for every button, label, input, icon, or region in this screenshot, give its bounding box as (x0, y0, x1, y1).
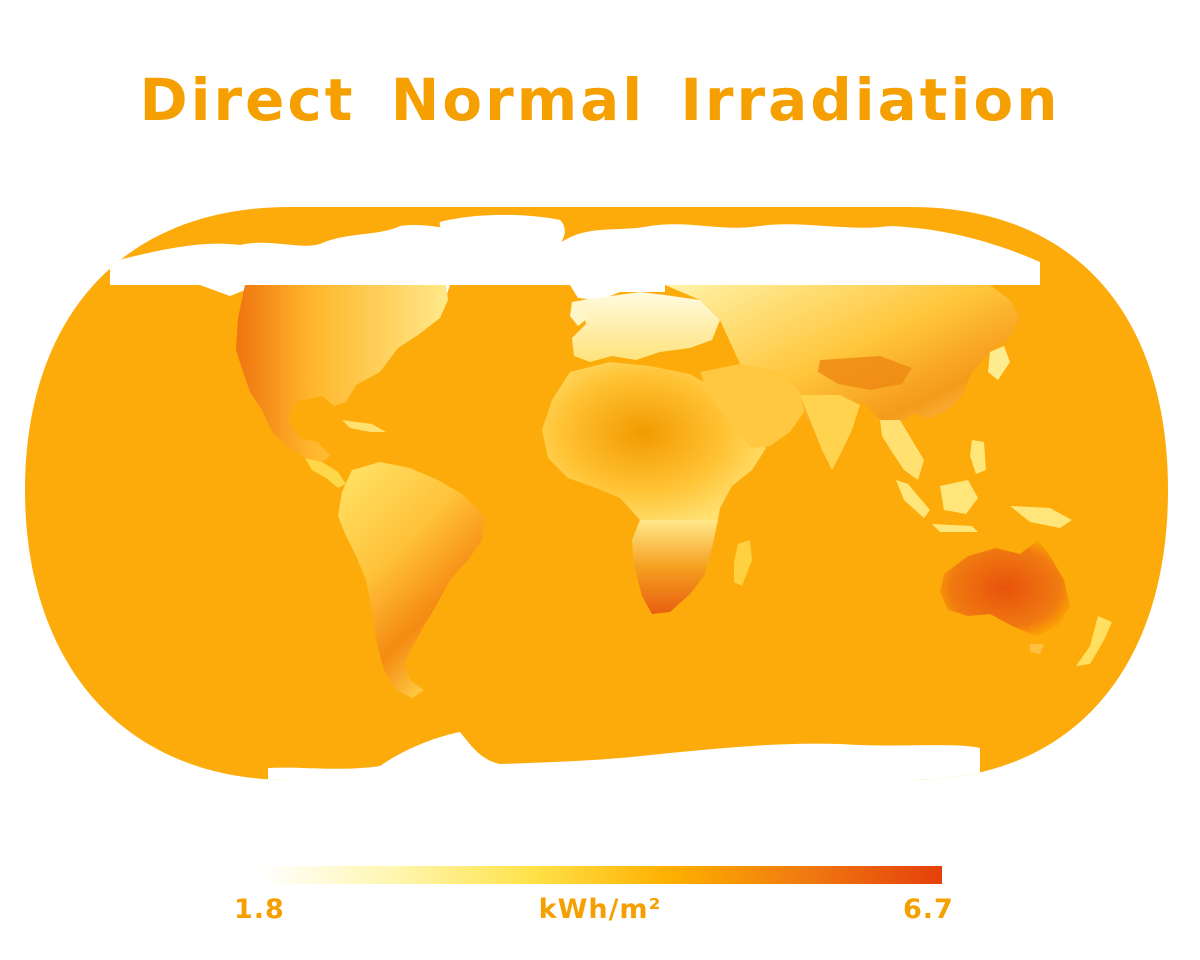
australia (940, 540, 1070, 636)
tibetan-plateau (818, 356, 912, 390)
arabian-peninsula (700, 364, 804, 448)
madagascar (734, 540, 752, 586)
cuba (342, 420, 386, 432)
borneo (940, 480, 978, 514)
philippines (970, 440, 986, 474)
tasmania (1030, 644, 1044, 654)
color-scale-bar (258, 866, 942, 884)
africa (542, 362, 766, 520)
europe (572, 292, 720, 362)
map-title: Direct Normal Irradiation (139, 66, 1061, 134)
legend-max-label: 6.7 (903, 894, 954, 925)
java (932, 524, 978, 532)
central-america (305, 458, 346, 488)
antarctica (268, 732, 980, 780)
land-layer (110, 214, 1112, 780)
british-isles (570, 300, 588, 326)
new-guinea (1010, 506, 1072, 528)
north-america (236, 285, 448, 462)
greenland (439, 214, 565, 284)
legend-min-label: 1.8 (234, 894, 285, 925)
south-america (338, 462, 484, 698)
japan (988, 346, 1010, 380)
southeast-asia (880, 420, 924, 480)
new-zealand (1076, 616, 1112, 666)
arctic-ice (110, 224, 1040, 300)
sumatra (896, 480, 930, 518)
southern-africa (632, 520, 718, 614)
legend-unit-label: kWh/m² (538, 894, 662, 925)
india (800, 395, 860, 470)
